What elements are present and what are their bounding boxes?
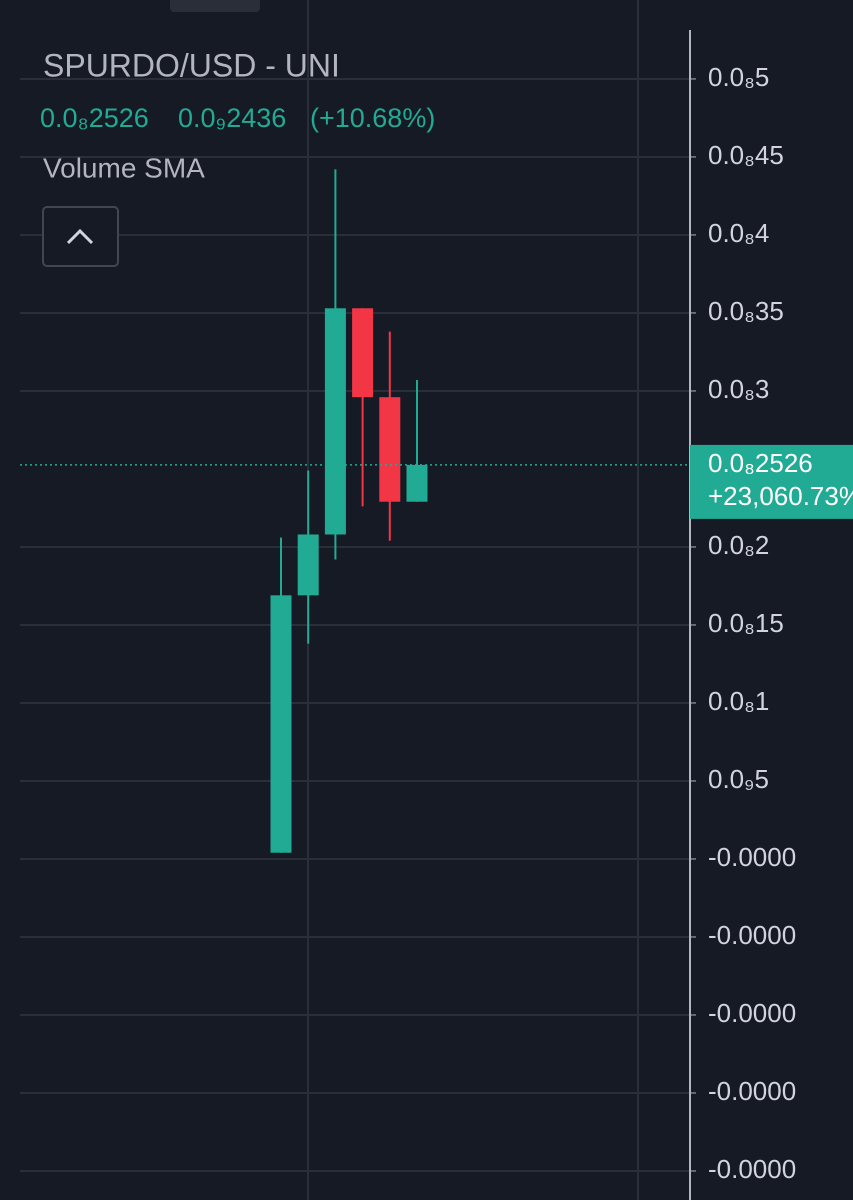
y-tick-label: -0.0000 <box>708 1076 796 1106</box>
collapse-button[interactable] <box>42 206 119 267</box>
chart-title: SPURDO/USD - UNI <box>43 47 340 83</box>
candle-body <box>379 397 401 502</box>
y-tick-label: -0.0000 <box>708 920 796 950</box>
y-tick-label: 0.0₈2 <box>708 530 769 560</box>
change: 0.0₉2436 <box>178 103 286 133</box>
y-tick-label: -0.0000 <box>708 1154 796 1184</box>
candle-body <box>324 308 346 535</box>
y-tick-label: 0.0₈4 <box>708 218 769 248</box>
chevron-icon <box>66 228 94 245</box>
last-price: 0.0₈2526 <box>40 103 149 133</box>
y-tick-label: -0.0000 <box>708 842 796 872</box>
last-price-box <box>690 444 853 519</box>
candle-body <box>270 595 292 853</box>
candles <box>270 169 428 853</box>
y-tick-label: 0.0₈1 <box>708 686 769 716</box>
last-price-label: 0.0₈2526 <box>708 448 813 478</box>
y-tick-label: 0.0₈5 <box>708 62 769 92</box>
grid <box>20 0 690 1200</box>
y-tick-label: -0.0000 <box>708 998 796 1028</box>
indicator-name: Volume SMA <box>43 152 205 183</box>
last-change-label: +23,060.73% <box>708 481 853 511</box>
candle-body <box>297 534 319 596</box>
top-tab[interactable] <box>170 0 260 12</box>
change-percent: (+10.68%) <box>310 103 435 133</box>
y-tick-label: 0.0₈15 <box>708 608 784 638</box>
candle-body <box>406 464 428 502</box>
y-tick-label: 0.0₈35 <box>708 296 784 326</box>
y-tick-label: 0.0₉5 <box>708 764 769 794</box>
y-tick-label: 0.0₈45 <box>708 140 784 170</box>
y-tick-label: 0.0₈3 <box>708 374 769 404</box>
button-frame[interactable] <box>42 206 119 267</box>
candle-body <box>352 308 374 398</box>
